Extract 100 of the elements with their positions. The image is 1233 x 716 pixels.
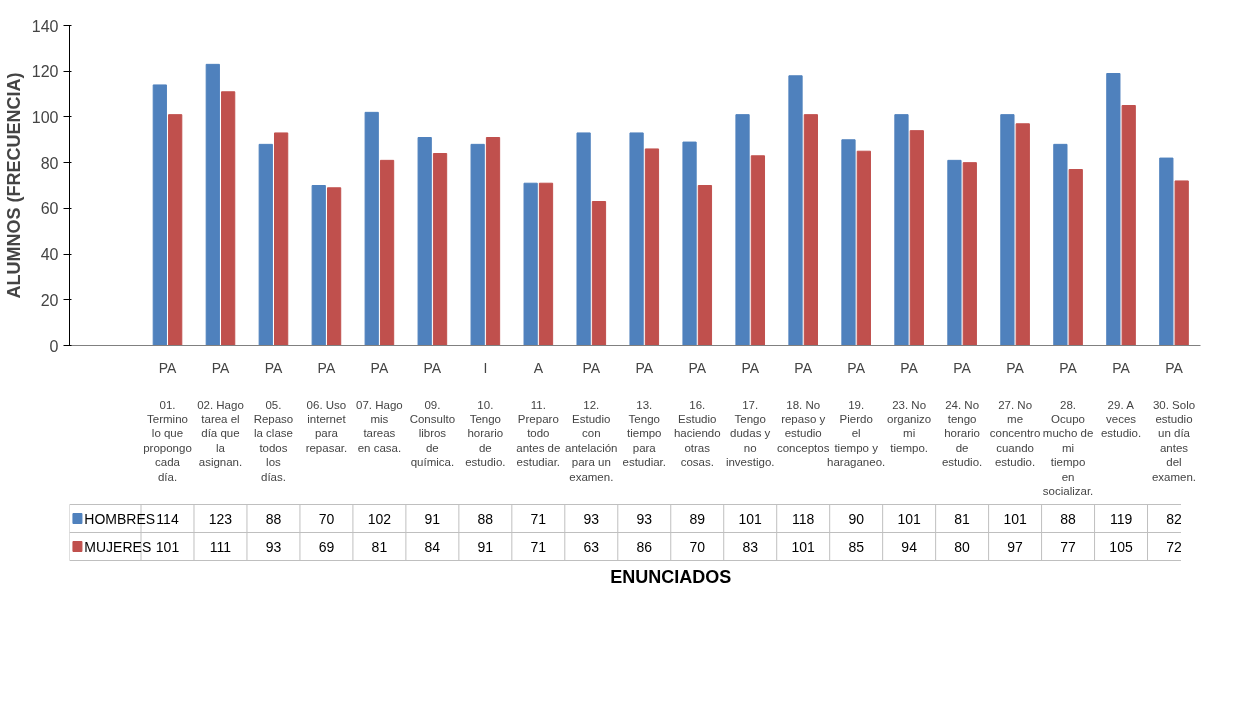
data-label: 93 — [265, 538, 282, 555]
bar — [432, 153, 448, 346]
bar — [311, 185, 326, 346]
data-label: 101 — [155, 538, 180, 555]
bar — [258, 143, 273, 346]
data-label: 94 — [901, 538, 918, 555]
bar — [697, 185, 713, 346]
legend-label: MUJERES — [84, 538, 152, 555]
x-tick-label: 17. Tengo dudas y no investigo. — [725, 398, 775, 469]
bar — [735, 114, 750, 346]
bar — [909, 130, 924, 346]
bar — [326, 187, 342, 346]
x-tick-label: 24. No tengo horario de estudio. — [941, 398, 983, 469]
text: PA — [1112, 359, 1131, 376]
data-label: 118 — [792, 510, 815, 527]
bar — [841, 139, 856, 346]
data-label: 123 — [208, 510, 233, 527]
bar — [894, 114, 909, 346]
bar — [803, 114, 818, 346]
bar — [221, 91, 236, 346]
bar — [576, 132, 591, 346]
data-label: 88 — [1060, 510, 1077, 527]
data-label: 81 — [371, 538, 388, 555]
x-tick-label: 29. A veces estudio. — [1100, 398, 1142, 440]
x-tick-label: 16. Estudio haciendo otras cosas. — [673, 398, 721, 469]
data-label: 93 — [583, 510, 600, 527]
bar — [1106, 73, 1121, 346]
y-axis-title: ALUMNOS (FRECUENCIA) — [3, 72, 24, 299]
data-label: 101 — [897, 510, 922, 527]
data-label: 91 — [424, 510, 441, 527]
data-label: 101 — [791, 538, 816, 555]
y-tick-label: 20 — [40, 291, 59, 309]
x-tick-label: 05. Repaso la clase todos los días. — [253, 398, 294, 483]
x-tick-label: 10. Tengo horario de estudio. — [465, 398, 506, 469]
x-tick-label: 02. Hago tarea el día que la asignan. — [197, 398, 244, 469]
text: PA — [423, 359, 442, 376]
data-label: 83 — [742, 538, 759, 555]
data-label: 70 — [318, 510, 335, 527]
data-label: 97 — [1007, 538, 1024, 555]
data-label: 111 — [209, 538, 232, 555]
text: PA — [794, 359, 813, 376]
text: PA — [741, 359, 760, 376]
bar — [364, 111, 379, 346]
text: PA — [1059, 359, 1078, 376]
y-tick-label: 100 — [31, 108, 59, 126]
x-tick-label: 01. Termino lo que propongo cada día. — [143, 398, 192, 483]
text: A — [533, 359, 544, 376]
y-tick-label: 80 — [40, 154, 59, 172]
bar — [1121, 105, 1136, 346]
bar — [485, 137, 501, 346]
bar — [470, 143, 485, 346]
bar — [750, 155, 766, 346]
data-label: 84 — [424, 538, 441, 555]
x-tick-label: 28. Ocupo mucho de mi tiempo en socializar. — [1042, 398, 1094, 497]
bar — [168, 114, 183, 346]
bar — [1015, 123, 1030, 346]
data-label: 63 — [583, 538, 600, 555]
data-label: 93 — [636, 510, 653, 527]
text: PA — [688, 359, 707, 376]
bar — [1159, 157, 1174, 346]
data-label: 114 — [156, 510, 179, 527]
text: PA — [953, 359, 972, 376]
data-label: 71 — [530, 538, 547, 555]
data-label: 88 — [477, 510, 494, 527]
text: ENUNCIADOS — [610, 566, 732, 587]
bar — [1000, 114, 1015, 346]
y-tick-label: 140 — [31, 17, 59, 35]
bar — [591, 201, 607, 346]
bar — [1053, 143, 1068, 346]
x-tick-label: 23. No organizo mi tiempo. — [887, 398, 932, 454]
x-tick-label: 30. Solo estudio un día antes del examen. — [1151, 398, 1197, 483]
bar — [644, 148, 660, 346]
text: PA — [635, 359, 654, 376]
text: PA — [582, 359, 601, 376]
text: PA — [317, 359, 336, 376]
bar — [1068, 169, 1083, 346]
bar — [629, 132, 644, 346]
data-label: 105 — [1109, 538, 1133, 555]
text: PA — [1165, 359, 1184, 376]
text: PA — [847, 359, 866, 376]
data-label: 80 — [954, 538, 971, 555]
data-label: 81 — [954, 510, 971, 527]
bar — [152, 84, 167, 346]
legend-label: HOMBRES — [84, 510, 156, 527]
data-label: 119 — [1109, 510, 1133, 527]
text: PA — [211, 359, 230, 376]
text: PA — [264, 359, 283, 376]
text: PA — [370, 359, 389, 376]
data-label: 101 — [1003, 510, 1027, 527]
data-label: 89 — [689, 510, 706, 527]
bar — [1174, 180, 1189, 346]
y-tick-label: 120 — [31, 63, 59, 81]
bar — [856, 150, 871, 346]
bar — [205, 63, 220, 346]
data-label: 86 — [636, 538, 653, 555]
bar — [538, 182, 554, 346]
bar — [947, 159, 962, 346]
data-label: 85 — [848, 538, 865, 555]
data-label: 69 — [318, 538, 335, 555]
text: PA — [158, 359, 177, 376]
